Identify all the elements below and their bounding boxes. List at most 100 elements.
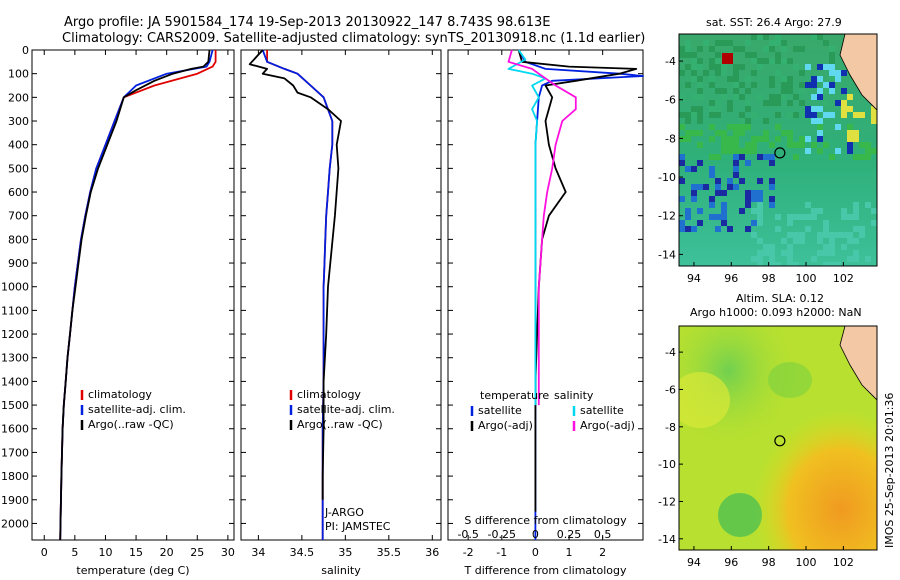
difference-panel: -2 -1 0 1 2 T difference from climatology temp… [447,49,644,577]
sst-pixel [715,88,721,94]
sst-pixel [829,244,835,250]
sst-pixel [751,58,757,64]
sst-pixel [775,226,781,232]
sst-pixel [823,112,829,118]
sst-pixel [691,112,697,118]
sst-pixel [823,100,829,106]
legend-title-salinity: salinity [554,389,594,402]
sst-pixel [805,202,811,208]
sst-pixel [715,214,721,220]
sst-pixel [871,208,877,214]
sst-pixel [811,82,817,88]
sst-pixel [769,160,775,166]
sst-pixel [745,106,751,112]
sst-pixel [775,136,781,142]
sst-pixel [799,70,805,76]
sst-pixel [679,46,685,52]
sst-pixel [691,184,697,190]
sst-pixel [679,154,685,160]
y-tick-label: 100 [8,68,29,81]
sst-pixel [805,214,811,220]
sla-map-frame [678,325,878,551]
sst-pixel [817,34,823,40]
sst-pixel [727,184,733,190]
map-x-tick-label: 96 [724,556,738,569]
y-tick-label: 700 [8,210,29,223]
series-line-t-argo-adj- [517,49,638,512]
sst-pixel [721,130,727,136]
sst-pixel [727,40,733,46]
sst-pixel [823,226,829,232]
sst-pixel [817,250,823,256]
sst-pixel [727,178,733,184]
sst-pixel [733,130,739,136]
series-line-s-argo-adj- [507,49,577,406]
annotation-pi: PI: JAMSTEC [325,520,391,533]
title-line1: Argo profile: JA 5901584_174 19-Sep-2013… [64,15,550,30]
map-x-tick-label: 94 [687,556,701,569]
sst-pixel [775,100,781,106]
sst-pixel [799,100,805,106]
sst-pixel [745,202,751,208]
sst-pixel [685,52,691,58]
sst-pixel [859,112,865,118]
difference-axes-frame [447,49,644,541]
sst-pixel [829,88,835,94]
sst-pixel [697,130,703,136]
sst-pixel [757,262,763,266]
sst-pixel [739,82,745,88]
top-tick-label: -0.5 [457,528,478,541]
sst-pixel [769,142,775,148]
sst-pixel [865,154,871,160]
footer-timestamp: IMOS 25-Sep-2013 20:01:36 [883,393,896,548]
sst-pixel [829,58,835,64]
sst-pixel [709,154,715,160]
sst-pixel [829,112,835,118]
sst-pixel [841,70,847,76]
map-y-tick-label: -14 [658,248,676,261]
legend-entry: Argo(..raw -QC) [297,418,383,431]
sst-pixel [841,88,847,94]
sst-pixel [775,112,781,118]
sst-pixel [775,214,781,220]
sst-pixel [811,76,817,82]
sst-pixel [871,106,877,112]
x-tick-label: 35 [338,546,352,559]
sst-pixel [775,70,781,76]
sst-pixel [853,226,859,232]
sst-pixel [685,64,691,70]
sst-pixel [787,220,793,226]
sst-pixel [871,220,877,226]
sst-pixel [847,238,853,244]
sst-pixel [715,178,721,184]
sst-pixel [829,46,835,52]
sla-map-title1: Altim. SLA: 0.12 [736,292,824,305]
sst-pixel [829,76,835,82]
sst-pixel [715,40,721,46]
sst-pixel [745,148,751,154]
sst-pixel [793,64,799,70]
sst-pixel [817,130,823,136]
sst-pixel [745,76,751,82]
sst-pixel [811,112,817,118]
sst-pixel [781,40,787,46]
y-tick-label: 1500 [1,399,29,412]
sst-pixel [853,130,859,136]
sst-pixel [781,82,787,88]
sst-pixel [823,88,829,94]
sst-pixel [751,112,757,118]
series-line-satellite-adj-clim- [59,49,214,541]
sst-pixel [709,136,715,142]
sst-pixel [853,238,859,244]
map-y-tick-label: -6 [665,94,676,107]
sst-pixel [721,94,727,100]
sst-pixel [775,262,781,266]
sst-pixel [679,220,685,226]
sst-pixel [739,46,745,52]
sst-pixel [811,106,817,112]
sst-pixel [763,100,769,106]
sst-pixel [739,208,745,214]
map-y-tick-label: -8 [665,421,676,434]
sst-pixel [697,88,703,94]
sst-pixel [751,52,757,58]
